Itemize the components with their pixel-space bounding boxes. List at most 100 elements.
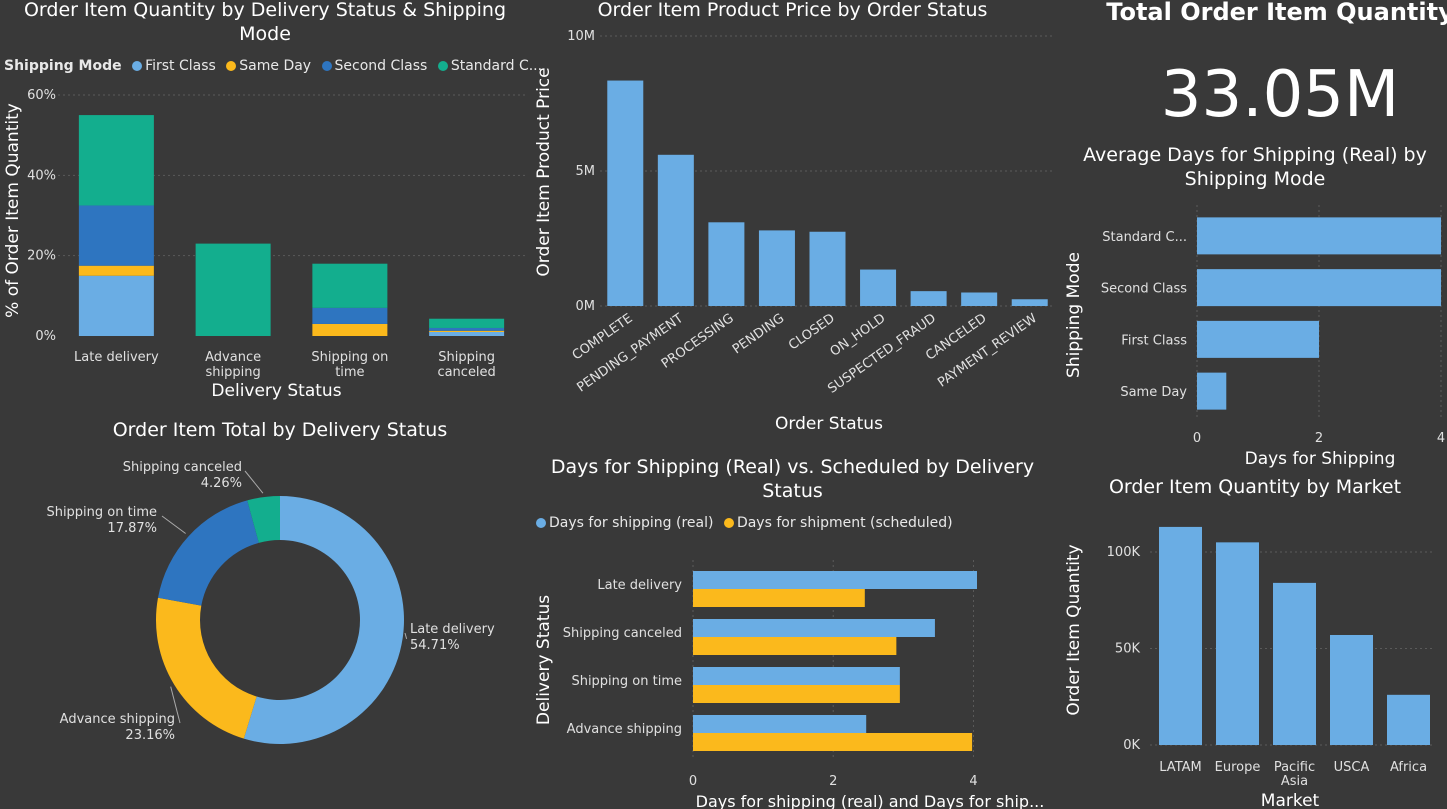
chart2-x-axis-title: Order Status [775,414,883,434]
chart4-leader-line [161,515,186,534]
chart6-bar-africa [1387,694,1430,745]
chart5-bar-advance-shipping-days-for-shipping-real [693,715,867,733]
chart1-bar-late-delivery-standard-c [78,115,154,206]
chart3-ytick-label: Same Day [1120,385,1187,400]
chart5-bar-shipping-on-time-days-for-shipment-scheduled [693,685,900,703]
chart6-bar-latam [1159,526,1202,745]
chart2-bar-closed [809,231,846,306]
chart5-legend: Days for shipping (real) Days for shipme… [530,515,953,531]
chart5-xtick-label: 0 [689,774,697,789]
chart3-x-axis-title: Days for Shipping [1245,449,1396,469]
chart1-bar-shipping-on-time-second-class [312,307,388,324]
chart1-bar-shipping-on-time-standard-c [312,263,388,308]
chart1-ytick-label: 20% [27,249,56,264]
chart5-ytick-label: Shipping on time [571,674,682,689]
chart6-xtick-label: USCA [1334,760,1370,775]
chart2-bar-pending [758,230,795,306]
chart3-hbar: 0 2 4 Standard C... Second Class First Class S… [1064,205,1445,469]
chart1-x-axis-title: Delivery Status [211,381,341,401]
chart6-bar-usca [1330,634,1373,745]
chart5-grouped-hbar: 0 2 4 Late delivery Shipping canceled Shippin… [534,560,1045,809]
chart5-bar-late-delivery-days-for-shipment-scheduled [693,589,865,607]
chart1-bar-shipping-canceled-standard-c [429,318,505,328]
chart4-slice-late-delivery [243,496,404,744]
chart5-xtick-label: 4 [969,774,977,789]
chart3-bar-same-day [1197,372,1227,410]
chart5-xtick-label: 2 [829,774,837,789]
chart3-ytick-label: First Class [1121,333,1187,348]
chart4-title: Order Item Total by Delivery Status [112,419,448,441]
chart6-xtick-label: LATAM [1159,760,1201,775]
chart3-title: Average Days for Shipping (Real) by Ship… [1083,144,1427,190]
chart5-title: Days for Shipping (Real) vs. Scheduled b… [550,456,1035,502]
chart3-xtick-label: 2 [1315,431,1323,446]
chart4-slice-shipping-on-time [158,500,259,606]
chart2-bar-suspected-fraud [910,291,947,306]
chart4-slice-label: Advance shipping [60,712,175,727]
chart5-ytick-label: Shipping canceled [563,626,682,641]
kpi-value: 33.05M [1160,58,1400,132]
chart5-x-axis-title: Days for shipping (real) and Days for sh… [696,792,1045,809]
legend-dot-standard-class [437,61,448,71]
chart1-bar-late-delivery-second-class [78,205,154,266]
chart3-bar-second-class [1197,269,1441,307]
chart6-xtick-label: Europe [1215,760,1261,775]
chart6-bar: 0K 50K 100K LATAM Europe Pacific Asia USCA Afric… [1064,526,1435,809]
legend-dot-scheduled [723,518,734,528]
chart2-ytick-label: 0M [576,299,596,314]
chart1-xtick-label: Advance shipping [205,350,261,380]
chart5-ytick-label: Advance shipping [567,722,682,737]
legend-dot-first-class [132,61,143,71]
legend-item-scheduled: Days for shipment (scheduled) [736,515,953,531]
chart2-ytick-label: 10M [567,29,595,44]
chart1-xtick-label: Shipping canceled [437,350,495,380]
chart4-slice-value: 17.87% [107,521,157,536]
chart3-bar-first-class [1197,320,1319,358]
chart4-slice-advance-shipping [155,597,257,739]
chart1-bar-shipping-canceled-first-class [429,331,505,336]
chart2-title: Order Item Product Price by Order Status [597,0,988,21]
chart2-bar-processing [708,222,745,306]
chart1-xtick-label: Shipping on time [311,350,388,380]
chart6-bar-pacific-asia [1273,582,1316,745]
chart4-slice-label: Late delivery [410,622,495,637]
chart6-xtick-label: Pacific Asia [1274,760,1315,789]
chart1-xtick-label: Late delivery [74,350,159,365]
chart2-bar-payment-review [1011,299,1048,306]
chart3-y-axis-title: Shipping Mode [1064,252,1084,378]
legend-item-second-class: Second Class [334,58,428,74]
kpi-title: Total Order Item Quantity [1106,0,1447,26]
chart1-bar-late-delivery-same-day [78,265,154,276]
chart4-slice-value: 54.71% [410,638,460,653]
chart4-slice-shipping-canceled [247,496,280,543]
chart2-bar-on-hold [860,269,897,306]
chart4-slice-value: 4.26% [201,476,242,491]
legend-item-same-day: Same Day [239,58,312,74]
chart3-ytick-label: Second Class [1101,282,1187,297]
chart1-bar-advance-shipping-standard-c [195,243,271,336]
chart6-ytick-label: 50K [1115,642,1141,657]
chart3-xtick-label: 4 [1437,431,1445,446]
chart1-bar-shipping-on-time-same-day [312,323,388,336]
legend-item-standard-class: Standard C... [450,58,543,74]
chart5-y-axis-title: Delivery Status [534,595,554,725]
chart4-slice-label: Shipping on time [46,505,157,520]
chart1-ytick-label: 0% [35,329,56,344]
chart6-bar-europe [1216,542,1259,745]
legend-dot-real [536,518,546,528]
chart1-bar-late-delivery-first-class [78,275,154,336]
chart5-bar-shipping-canceled-days-for-shipment-scheduled [693,637,897,655]
chart2-bar-pending-payment [657,154,694,306]
chart5-ytick-label: Late delivery [597,578,682,593]
chart1-stacked-bar: 0% 20% 40% 60% Late delivery Advance shipping S… [3,88,525,401]
chart5-bar-shipping-on-time-days-for-shipping-real [693,667,900,685]
chart2-bar-canceled [961,292,998,306]
chart6-title: Order Item Quantity by Market [1108,476,1402,498]
chart4-slice-label: Shipping canceled [123,460,242,475]
chart4-slice-value: 23.16% [125,728,175,743]
chart4-leader-line [170,686,181,724]
chart6-ytick-label: 0K [1123,738,1140,753]
chart1-y-axis-title: % of Order Item Quantity [3,103,23,318]
chart1-legend-title: Shipping Mode [4,58,122,74]
